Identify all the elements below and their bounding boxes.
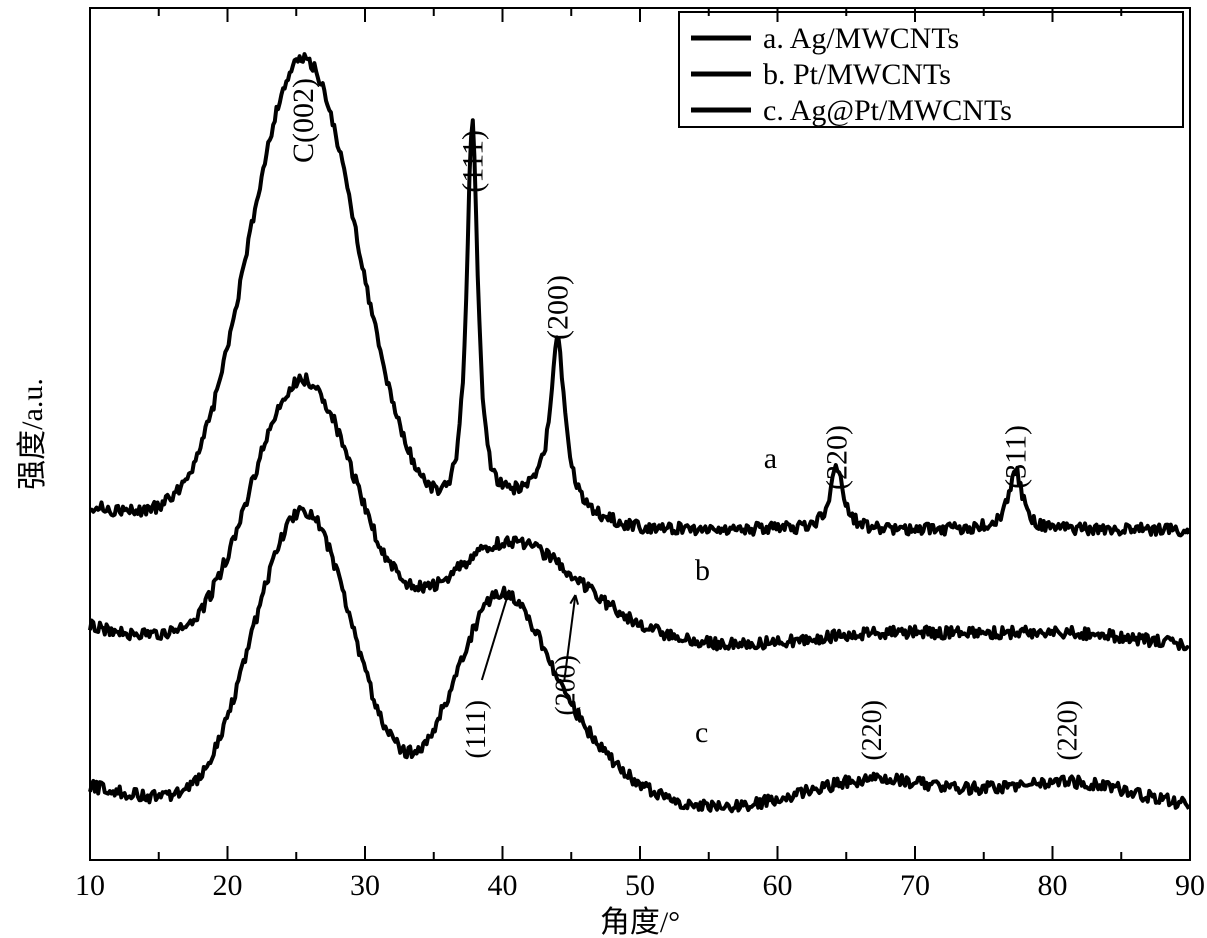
legend-label: a. Ag/MWCNTs	[763, 22, 959, 55]
peak-label-upper-1: (111)	[456, 130, 489, 193]
peak-label-lower-0: (111)	[461, 700, 492, 759]
peak-label-upper-2: (200)	[542, 275, 575, 340]
xrd-trace-b	[90, 374, 1189, 649]
x-tick-label: 80	[1038, 869, 1068, 902]
peak-label-upper-0: C(002)	[287, 78, 320, 163]
trace-label-a: a	[764, 442, 777, 475]
x-tick-label: 30	[350, 869, 380, 902]
xrd-trace-c	[90, 507, 1189, 811]
x-tick-label: 40	[488, 869, 518, 902]
x-axis-title: 角度/°	[600, 906, 680, 938]
x-tick-label: 50	[625, 869, 655, 902]
peak-label-upper-4: (311)	[999, 425, 1032, 489]
y-axis-title: 强度/a.u.	[16, 378, 49, 490]
legend-label: b. Pt/MWCNTs	[763, 58, 951, 91]
peak-label-upper-3: (220)	[821, 425, 854, 490]
chart-svg: 10 20 30 40 50 60 70 80 90 角度/° 强度/a.u. a. Ag/MWCNT…	[0, 0, 1207, 938]
x-tick-label: 10	[75, 869, 105, 902]
xrd-chart: 10 20 30 40 50 60 70 80 90 角度/° 强度/a.u. a. Ag/MWCNT…	[0, 0, 1207, 938]
peak-label-lower-2: (220)	[857, 700, 888, 761]
peak-label-lower-3: (220)	[1052, 700, 1083, 761]
x-tick-label: 20	[213, 869, 243, 902]
trace-label-b: b	[695, 554, 710, 587]
x-tick-label: 90	[1175, 869, 1205, 902]
x-tick-label: 60	[763, 869, 793, 902]
legend-label: c. Ag@Pt/MWCNTs	[763, 94, 1012, 127]
trace-label-c: c	[695, 716, 708, 749]
x-tick-label: 70	[900, 869, 930, 902]
